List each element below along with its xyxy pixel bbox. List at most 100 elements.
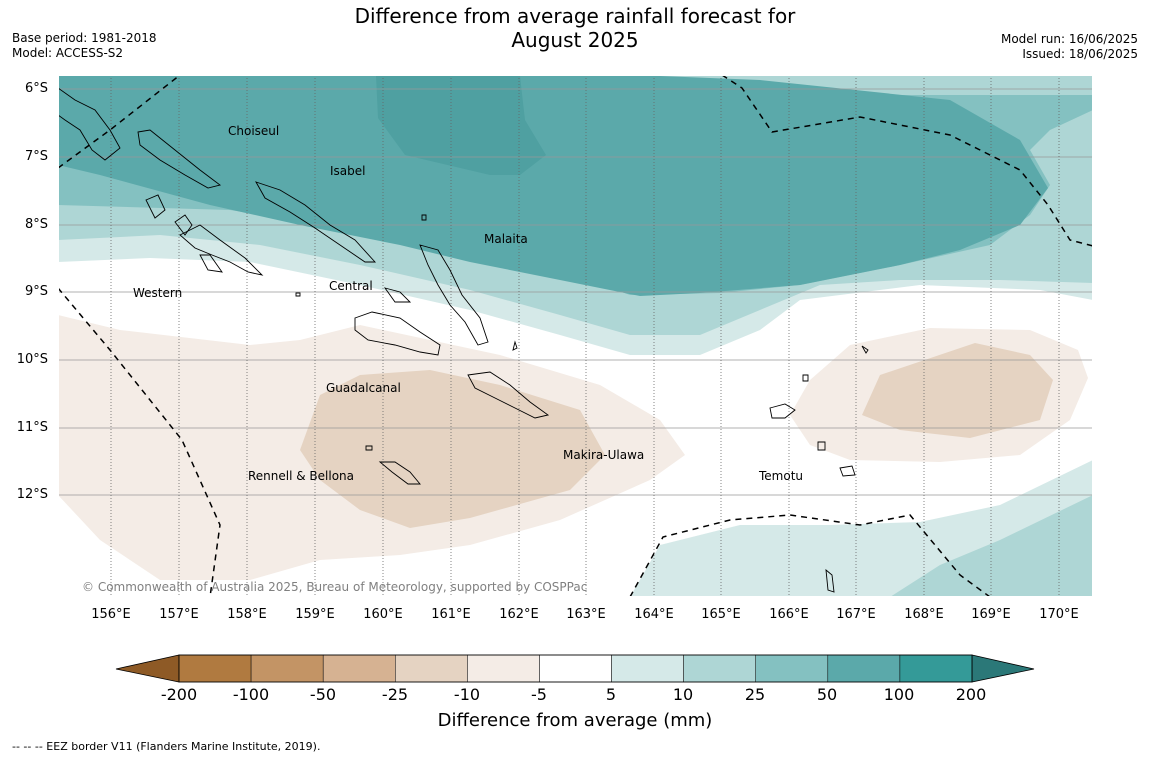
coastlines bbox=[58, 87, 869, 593]
lon-label-158e: 158°E bbox=[227, 607, 267, 622]
lon-label-170e: 170°E bbox=[1039, 607, 1079, 622]
region-label-rennell-bellona: Rennell & Bellona bbox=[248, 469, 355, 483]
colorbar-cell bbox=[611, 654, 684, 683]
colorbar-cell bbox=[755, 654, 829, 683]
island-vella bbox=[145, 194, 166, 219]
rainfall-map bbox=[58, 75, 1093, 597]
island-rennell bbox=[378, 461, 421, 485]
region-label-temotu: Temotu bbox=[759, 469, 804, 483]
lat-label-9s: 9°S bbox=[24, 284, 48, 299]
colorbar-label: Difference from average (mm) bbox=[437, 710, 713, 731]
colorbar-under-arrow bbox=[115, 654, 180, 683]
region-label-central: Central bbox=[329, 279, 373, 293]
eez-borders bbox=[58, 75, 1093, 597]
map-title: Difference from average rainfall forecas… bbox=[0, 4, 1150, 52]
colorbar-tick-5: 5 bbox=[605, 685, 617, 704]
lon-label-162e: 162°E bbox=[499, 607, 539, 622]
lat-label-11s: 11°S bbox=[16, 420, 48, 435]
lat-label-6s: 6°S bbox=[24, 81, 48, 96]
colorbar-cell bbox=[395, 654, 468, 683]
island-small-9 bbox=[365, 445, 373, 451]
island-small-7 bbox=[421, 214, 427, 221]
meta-left: Base period: 1981-2018 Model: ACCESS-S2 bbox=[12, 31, 157, 61]
island-choiseul bbox=[137, 129, 222, 189]
colorbar-tick-minus5: -5 bbox=[531, 685, 547, 704]
base-period: Base period: 1981-2018 bbox=[12, 31, 157, 45]
region-label-malaita: Malaita bbox=[484, 232, 528, 246]
copyright-notice: © Commonwealth of Australia 2025, Bureau… bbox=[82, 580, 588, 594]
lon-gridlines bbox=[110, 75, 1060, 597]
island-guadalcanal bbox=[354, 311, 441, 356]
island-new-georgia bbox=[179, 224, 264, 276]
lon-label-166e: 166°E bbox=[769, 607, 809, 622]
colorbar-tick-minus100: -100 bbox=[232, 685, 270, 704]
island-small-2 bbox=[817, 441, 826, 451]
colorbar-tick-minus50: -50 bbox=[309, 685, 337, 704]
colorbar-tick-25: 25 bbox=[744, 685, 766, 704]
island-rendova bbox=[199, 254, 223, 273]
lon-label-168e: 168°E bbox=[904, 607, 944, 622]
lon-label-167e: 167°E bbox=[836, 607, 876, 622]
colorbar-cell bbox=[467, 654, 540, 683]
island-small-8 bbox=[295, 292, 301, 297]
contour-minus10-minus25 bbox=[300, 370, 605, 528]
island-kolombangara bbox=[174, 214, 193, 236]
island-bougainville bbox=[58, 87, 121, 161]
island-small-6 bbox=[861, 345, 869, 354]
contour-se-10-25 bbox=[890, 495, 1093, 597]
colorbar-tick-200: 200 bbox=[955, 685, 987, 704]
issued-date: Issued: 18/06/2025 bbox=[1022, 47, 1138, 61]
contour-top-left bbox=[58, 75, 120, 145]
lon-label-165e: 165°E bbox=[701, 607, 741, 622]
colorbar-over-arrow bbox=[971, 654, 1035, 683]
meta-right: Model run: 16/06/2025 Issued: 18/06/2025 bbox=[1001, 32, 1138, 62]
lon-label-161e: 161°E bbox=[431, 607, 471, 622]
colorbar-cell bbox=[827, 654, 901, 683]
colorbar-cell bbox=[899, 654, 973, 683]
region-label-choiseul: Choiseul bbox=[228, 124, 280, 138]
contour-100-200 bbox=[376, 76, 546, 175]
lat-label-7s: 7°S bbox=[24, 149, 48, 164]
eez-footnote: -- -- -- EEZ border V11 (Flanders Marine… bbox=[12, 740, 321, 753]
contour-east-minus10 bbox=[862, 343, 1053, 438]
island-small-5 bbox=[802, 374, 809, 382]
map-title-line1: Difference from average rainfall forecas… bbox=[354, 4, 796, 28]
island-small-3 bbox=[825, 568, 835, 593]
region-label-guadalcanal: Guadalcanal bbox=[326, 381, 401, 395]
colorbar-cell bbox=[539, 654, 612, 683]
model-name: Model: ACCESS-S2 bbox=[12, 46, 124, 60]
island-florida bbox=[383, 287, 412, 303]
region-label-western: Western bbox=[133, 286, 183, 300]
colorbar-cell bbox=[683, 654, 756, 683]
lat-label-8s: 8°S bbox=[24, 217, 48, 232]
map-title-line2: August 2025 bbox=[511, 28, 639, 52]
colorbar-tick-50: 50 bbox=[816, 685, 838, 704]
lon-label-169e: 169°E bbox=[971, 607, 1011, 622]
island-small-1 bbox=[839, 465, 856, 477]
colorbar-cell bbox=[250, 654, 324, 683]
lon-label-160e: 160°E bbox=[363, 607, 403, 622]
contour-50-100 bbox=[58, 75, 1048, 296]
lon-label-164e: 164°E bbox=[634, 607, 674, 622]
colorbar bbox=[115, 654, 1035, 683]
lon-label-157e: 157°E bbox=[159, 607, 199, 622]
colorbar-tick-minus25: -25 bbox=[381, 685, 409, 704]
island-makira bbox=[467, 371, 550, 419]
lon-label-156e: 156°E bbox=[91, 607, 131, 622]
colorbar-cell bbox=[178, 654, 252, 683]
colorbar-cell bbox=[322, 654, 396, 683]
island-santa-cruz bbox=[769, 403, 796, 419]
lon-label-163e: 163°E bbox=[566, 607, 606, 622]
lat-gridlines bbox=[58, 88, 1093, 496]
colorbar-tick-minus200: -200 bbox=[160, 685, 198, 704]
colorbar-tick-100: 100 bbox=[883, 685, 915, 704]
colorbar-tick-minus10: -10 bbox=[453, 685, 481, 704]
island-isabel bbox=[255, 181, 377, 263]
region-label-isabel: Isabel bbox=[330, 164, 366, 178]
lat-label-10s: 10°S bbox=[16, 352, 48, 367]
island-malaita bbox=[419, 244, 489, 346]
colorbar-tick-10: 10 bbox=[672, 685, 694, 704]
model-run: Model run: 16/06/2025 bbox=[1000, 32, 1138, 46]
region-label-makira-ulawa: Makira-Ulawa bbox=[563, 448, 645, 462]
lon-label-159e: 159°E bbox=[295, 607, 335, 622]
